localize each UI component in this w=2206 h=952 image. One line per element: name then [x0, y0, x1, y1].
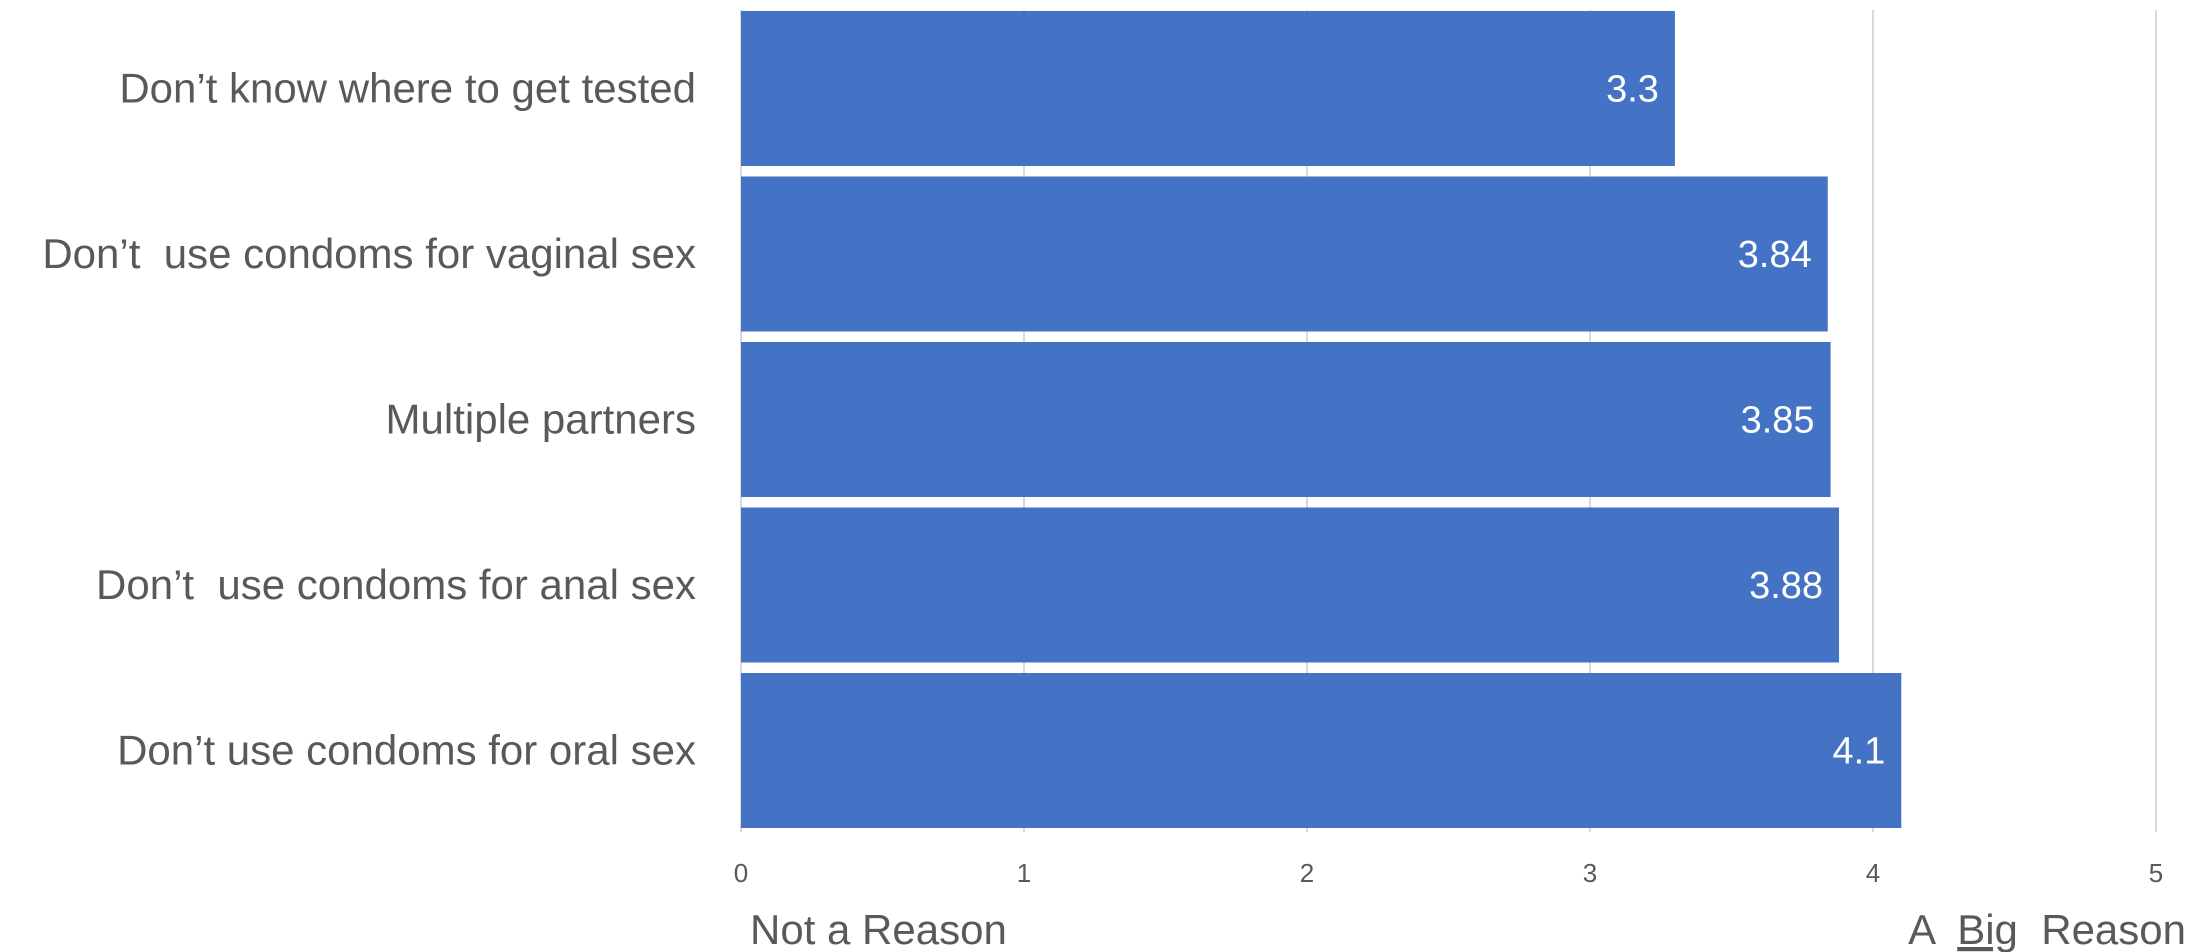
- category-label: Don’t use condoms for vaginal sex: [42, 230, 696, 277]
- x-tick-label: 1: [1017, 858, 1031, 888]
- category-label: Don’t use condoms for anal sex: [96, 561, 696, 608]
- bar-value-label: 4.1: [1832, 731, 1885, 773]
- x-tick-label: 2: [1300, 858, 1314, 888]
- x-tick-label: 5: [2149, 858, 2163, 888]
- category-labels: Don’t know where to get tested Don’t use …: [42, 65, 696, 774]
- bar: [741, 11, 1675, 166]
- category-label: Multiple partners: [386, 396, 696, 443]
- bar: [741, 176, 1828, 332]
- bar-value-label: 3.84: [1738, 234, 1812, 276]
- x-tick-label: 4: [1866, 858, 1880, 888]
- category-label: Don’t know where to get tested: [119, 65, 696, 112]
- bar: [741, 507, 1840, 663]
- x-tick-label: 0: [734, 858, 748, 888]
- x-axis-right-end-label-prefix: A: [1908, 906, 1945, 952]
- x-axis-right-end-label-emphasis: Big: [1957, 906, 2018, 952]
- bars: [741, 11, 1902, 828]
- bar: [741, 673, 1902, 828]
- bar-value-label: 3.3: [1606, 69, 1659, 111]
- bar-value-label: 3.88: [1749, 565, 1823, 607]
- x-tick-label: 3: [1583, 858, 1597, 888]
- bar-value-label: 3.85: [1741, 400, 1815, 442]
- category-label: Don’t use condoms for oral sex: [117, 727, 696, 774]
- x-axis-right-end-label: A Big Reason: [1908, 906, 2186, 952]
- x-axis-tick-labels: 0 1 2 3 4 5: [734, 858, 2163, 888]
- x-axis-right-end-label-suffix: Reason: [2030, 906, 2186, 952]
- bar: [741, 342, 1831, 497]
- data-labels: 3.3 3.84 3.85 3.88 4.1: [1606, 69, 1885, 773]
- x-axis-left-end-label: Not a Reason: [750, 906, 1007, 952]
